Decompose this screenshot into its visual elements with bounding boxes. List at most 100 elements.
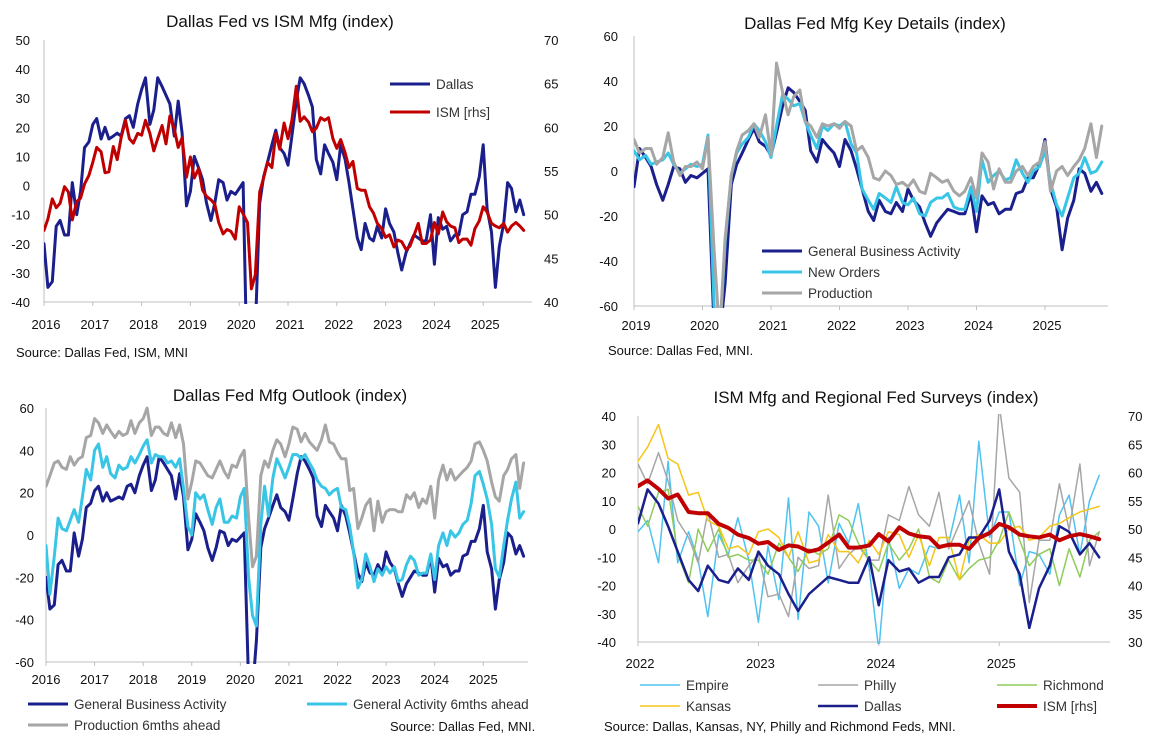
legend-label-dallas: Dallas	[436, 77, 474, 92]
y-tick-label-left: -20	[597, 579, 616, 594]
x-tick-label: 2021	[274, 672, 303, 687]
x-tick-label: 2018	[129, 672, 158, 687]
y-tick-label-left: 10	[16, 149, 30, 164]
chart-title: Dallas Fed Mfg Outlook (index)	[173, 386, 407, 405]
x-tick-label: 2024	[420, 672, 449, 687]
chart-source: Source: Dallas Fed, MNI.	[390, 719, 535, 734]
y-tick-label-left: -20	[599, 209, 618, 224]
x-tick-label: 2025	[987, 656, 1016, 671]
series-line-ism-rhs	[44, 84, 526, 291]
series-line-general-activity-6mths-ahead	[46, 438, 526, 628]
y-tick-label-right: 70	[1128, 409, 1142, 424]
y-tick-label-right: 50	[1128, 522, 1142, 537]
x-tick-label: 2019	[177, 672, 206, 687]
y-tick-label-left: 40	[604, 74, 618, 89]
legend-label-production-6m: Production 6mths ahead	[74, 718, 220, 733]
x-tick-label: 2019	[178, 317, 207, 332]
y-tick-label-right: 65	[1128, 437, 1142, 452]
y-tick-label-right: 65	[544, 77, 558, 92]
y-tick-label-right: 55	[1128, 494, 1142, 509]
legend-label-general-activity-6m: General Activity 6mths ahead	[353, 697, 529, 712]
y-tick-label-left: 0	[27, 528, 34, 543]
x-tick-label: 2016	[32, 317, 61, 332]
chart-ism-regional-surveys: ISM Mfg and Regional Fed Surveys (index)…	[597, 388, 1142, 734]
axes: 40 30 20 10 0 -10 -20 -30 -40 70 65 60 55 50 45 40 35 30 2…	[597, 409, 1142, 671]
y-tick-label-left: 10	[602, 494, 616, 509]
legend-label-dallas: Dallas	[864, 699, 902, 714]
y-tick-label-left: 40	[16, 62, 30, 77]
x-tick-label: 2016	[32, 672, 61, 687]
x-tick-label: 2021	[759, 318, 788, 333]
legend-label-empire: Empire	[686, 678, 729, 693]
y-tick-label-left: 30	[602, 437, 616, 452]
series-line-new-orders	[634, 93, 1104, 308]
series-group	[638, 414, 1102, 644]
series-line-empire	[638, 440, 1100, 644]
legend-label-philly: Philly	[864, 678, 897, 693]
series-line-production-6mths-ahead	[46, 406, 526, 569]
x-tick-label: 2020	[690, 318, 719, 333]
chart-dallas-outlook: Dallas Fed Mfg Outlook (index) 60 40 20 0 -2…	[15, 386, 535, 734]
legend-label-richmond: Richmond	[1043, 678, 1104, 693]
x-tick-label: 2023	[896, 318, 925, 333]
y-tick-label-left: -40	[11, 295, 30, 310]
x-tick-label: 2023	[372, 672, 401, 687]
y-tick-label-right: 45	[1128, 550, 1142, 565]
x-tick-label: 2020	[226, 672, 255, 687]
series-line-philly	[638, 414, 1100, 618]
x-tick-label: 2025	[469, 672, 498, 687]
y-tick-label-left: -30	[11, 266, 30, 281]
y-tick-label-left: -30	[597, 607, 616, 622]
axes: 60 40 20 0 -20 -40 -60 2019 2020 2021 2022 2023 2024…	[599, 29, 1108, 333]
legend-label-ism: ISM [rhs]	[1043, 699, 1097, 714]
y-tick-label-right: 50	[544, 208, 558, 223]
y-tick-label-right: 60	[1128, 466, 1142, 481]
y-tick-label-left: 20	[602, 466, 616, 481]
y-tick-label-left: 20	[20, 486, 34, 501]
legend: Dallas ISM [rhs]	[390, 77, 490, 120]
y-tick-label-left: 0	[609, 522, 616, 537]
x-tick-label: 2024	[422, 317, 451, 332]
x-tick-label: 2022	[827, 318, 856, 333]
legend-label-ism: ISM [rhs]	[436, 105, 490, 120]
x-tick-label: 2024	[964, 318, 993, 333]
legend-label-new-orders: New Orders	[808, 265, 880, 280]
y-tick-label-left: 30	[16, 91, 30, 106]
y-tick-label-left: 0	[23, 179, 30, 194]
x-tick-label: 2023	[373, 317, 402, 332]
x-tick-label: 2020	[227, 317, 256, 332]
y-tick-label-left: -40	[597, 635, 616, 650]
y-tick-label-left: -10	[11, 208, 30, 223]
x-tick-label: 2025	[1033, 318, 1062, 333]
y-tick-label-left: 40	[20, 443, 34, 458]
y-tick-label-left: 20	[16, 120, 30, 135]
x-tick-label: 2024	[866, 656, 895, 671]
y-tick-label-right: 45	[544, 251, 558, 266]
x-tick-label: 2017	[80, 317, 109, 332]
y-tick-label-left: -40	[599, 254, 618, 269]
y-tick-label-left: 0	[611, 164, 618, 179]
y-tick-label-left: 40	[602, 409, 616, 424]
y-tick-label-left: -60	[15, 655, 34, 670]
y-tick-label-right: 30	[1128, 635, 1142, 650]
legend: General Business Activity General Activi…	[28, 697, 529, 733]
y-tick-label-left: -60	[599, 299, 618, 314]
y-tick-label-left: 50	[16, 33, 30, 48]
chart-source: Source: Dallas Fed, ISM, MNI	[16, 345, 188, 360]
x-tick-label: 2025	[471, 317, 500, 332]
legend-label-production: Production	[808, 286, 873, 301]
y-tick-label-left: 60	[604, 29, 618, 44]
legend-label-general-business-activity: General Business Activity	[74, 697, 227, 712]
series-group	[46, 406, 526, 664]
y-tick-label-right: 40	[1128, 579, 1142, 594]
chart-title: Dallas Fed vs ISM Mfg (index)	[166, 12, 394, 31]
chart-title: ISM Mfg and Regional Fed Surveys (index)	[713, 388, 1038, 407]
y-tick-label-left: 60	[20, 401, 34, 416]
y-tick-label-right: 55	[544, 164, 558, 179]
series-line-dallas	[638, 488, 1101, 630]
y-tick-label-right: 70	[544, 33, 558, 48]
series-line-kansas	[638, 423, 1100, 581]
x-tick-label: 2022	[323, 672, 352, 687]
series-line-general-business-activity	[46, 455, 526, 664]
